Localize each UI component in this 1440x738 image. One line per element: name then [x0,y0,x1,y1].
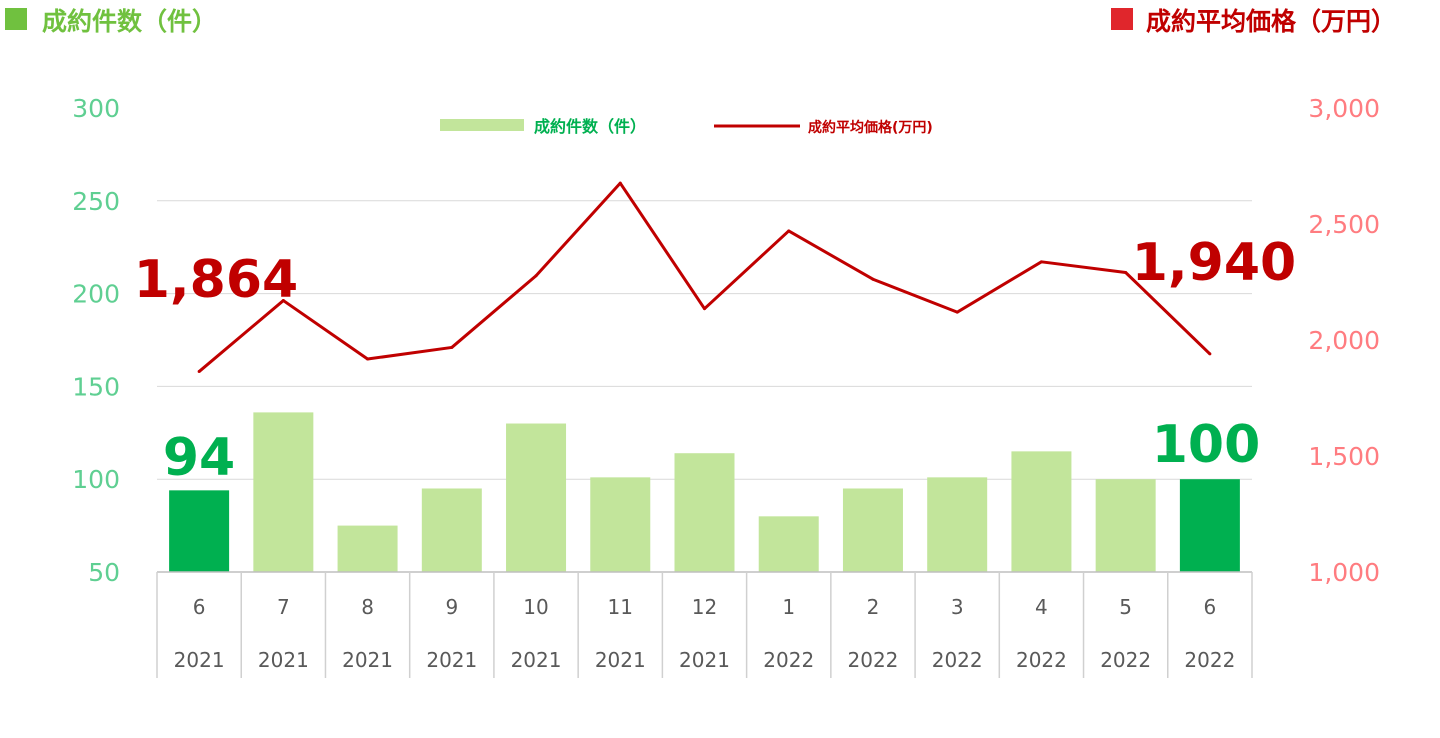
line-point [871,277,875,281]
right-axis-header: 成約平均価格（万円） [1146,7,1396,36]
line-point [534,274,538,278]
line-point [787,229,791,233]
left-y-tick-label: 300 [72,94,120,123]
right-y-tick-label: 1,500 [1308,442,1380,471]
x-tick-year: 2021 [511,648,562,672]
left-y-tick-label: 100 [72,465,120,494]
right-y-tick-label: 2,500 [1308,210,1380,239]
left-y-tick-label: 50 [88,558,120,587]
x-tick-month: 4 [1035,595,1048,619]
x-tick-month: 3 [951,595,964,619]
legend-bar-label: 成約件数（件） [534,117,646,136]
x-tick-month: 2 [867,595,880,619]
price-line [198,181,1211,373]
x-tick-year: 2021 [258,648,309,672]
x-tick-month: 1 [782,595,795,619]
x-tick-month: 9 [445,595,458,619]
x-tick-year: 2022 [1100,648,1151,672]
x-tick-month: 6 [1204,595,1217,619]
x-tick-year: 2022 [1184,648,1235,672]
x-tick-month: 11 [608,595,633,619]
right-y-tick-label: 2,000 [1308,326,1380,355]
right-y-axis: 3,000 2,500 2,000 1,500 1,000 [1308,94,1380,587]
line-point [450,345,454,349]
x-tick-year: 2021 [174,648,225,672]
line-point [955,310,959,314]
bar-series [169,412,1240,572]
x-tick-year: 2022 [932,648,983,672]
line-point [618,181,622,185]
last-line-value-label: 1,940 [1132,233,1296,293]
gridlines [157,200,1252,480]
last-bar-value-label: 100 [1152,415,1261,475]
bar [506,423,567,572]
x-tick-month: 7 [277,595,290,619]
left-y-tick-label: 150 [72,372,120,401]
x-tick-month: 10 [523,595,548,619]
x-tick-year: 2021 [679,648,730,672]
line-point [366,357,370,361]
x-tick-month: 8 [361,595,374,619]
first-bar-value-label: 94 [163,428,235,488]
bar [169,490,230,572]
bar [421,488,482,572]
right-y-tick-label: 3,000 [1308,94,1380,123]
right-y-tick-label: 1,000 [1308,558,1380,587]
x-tick-month: 6 [193,595,206,619]
x-tick-year: 2022 [763,648,814,672]
bar [674,453,735,572]
line-series [197,181,1212,374]
left-y-tick-label: 200 [72,280,120,309]
bar [337,525,398,572]
bar [927,477,988,572]
x-tick-year: 2022 [1016,648,1067,672]
line-point [703,307,706,311]
bar [1179,479,1240,572]
legend-line-label: 成約平均価格(万円) [808,119,933,136]
bar [1011,451,1072,572]
right-header-square-icon [1111,8,1133,30]
bar [1095,479,1156,572]
left-header-square-icon [5,8,27,30]
bar [590,477,651,572]
x-tick-year: 2022 [848,648,899,672]
x-tick-year: 2021 [426,648,477,672]
x-tick-month: 12 [692,595,717,619]
x-axis: 6202172021820219202110202111202112202112… [156,571,1253,678]
line-point [1039,260,1043,264]
left-axis-header: 成約件数（件） [42,7,217,36]
line-point [1124,270,1128,274]
line-point [197,370,201,374]
legend-bar-swatch [440,119,524,131]
bar [758,516,819,572]
bar [253,412,314,572]
x-tick-year: 2021 [595,648,646,672]
x-tick-year: 2021 [342,648,393,672]
line-point [281,299,285,303]
first-line-value-label: 1,864 [134,250,298,310]
bar [842,488,903,572]
left-y-axis: 300 250 200 150 100 50 [72,94,120,587]
line-point [1208,352,1212,356]
left-y-tick-label: 250 [72,187,120,216]
x-tick-month: 5 [1119,595,1132,619]
